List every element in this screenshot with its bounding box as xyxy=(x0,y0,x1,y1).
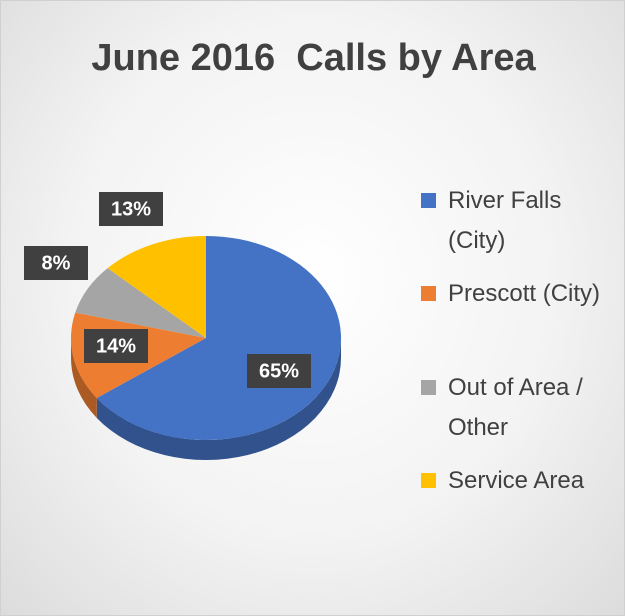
legend-label: Out of Area / Other xyxy=(448,374,583,441)
data-label-box xyxy=(247,354,311,388)
chart-title: June 2016 Calls by Area xyxy=(91,37,536,79)
legend-item: River Falls (City) xyxy=(421,181,608,261)
legend-label: Service Area xyxy=(448,467,585,494)
slice-side xyxy=(71,338,97,418)
data-label-box xyxy=(84,329,148,363)
slice xyxy=(96,236,341,441)
legend-item: Service Area xyxy=(421,461,608,501)
data-label: 8% xyxy=(42,252,71,274)
legend-item: Out of Area / Other xyxy=(421,368,608,448)
legend-swatch xyxy=(421,286,436,301)
slice-side xyxy=(96,338,341,461)
data-label: 65% xyxy=(259,360,299,382)
legend-item: Prescott (City) xyxy=(421,274,608,314)
legend-label: River Falls (City) xyxy=(448,187,562,254)
legend-swatch xyxy=(421,193,436,208)
legend-label: Prescott (City) xyxy=(448,280,601,307)
legend-swatch xyxy=(421,380,436,395)
data-label-box xyxy=(99,192,163,226)
slice xyxy=(75,268,206,338)
data-label-box xyxy=(24,246,88,280)
data-label: 13% xyxy=(111,198,151,220)
data-label: 14% xyxy=(96,335,136,357)
legend-swatch xyxy=(421,473,436,488)
slice xyxy=(107,236,206,338)
